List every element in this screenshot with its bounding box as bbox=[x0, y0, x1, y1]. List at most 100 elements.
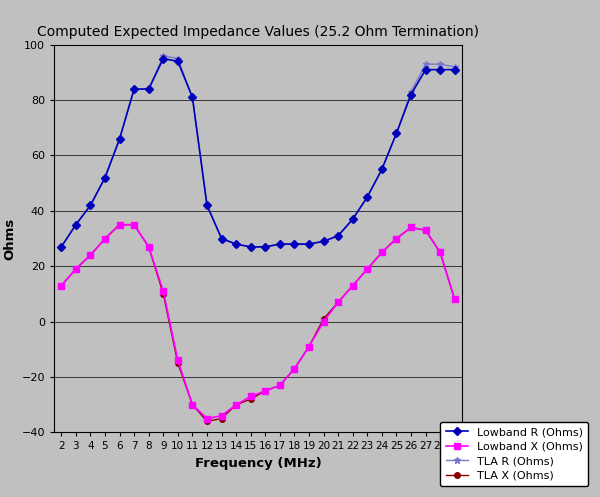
TLA X (Ohms) bbox=[276, 382, 283, 388]
Lowband R (Ohms) bbox=[233, 241, 240, 247]
Legend: Lowband R (Ohms), Lowband X (Ohms), TLA R (Ohms), TLA X (Ohms): Lowband R (Ohms), Lowband X (Ohms), TLA … bbox=[440, 421, 589, 487]
TLA R (Ohms) bbox=[87, 202, 94, 208]
Lowband R (Ohms) bbox=[189, 94, 196, 100]
Lowband X (Ohms) bbox=[335, 299, 342, 305]
TLA R (Ohms) bbox=[451, 64, 458, 70]
TLA X (Ohms) bbox=[233, 402, 240, 408]
TLA X (Ohms) bbox=[451, 297, 458, 303]
Lowband R (Ohms) bbox=[320, 239, 327, 245]
Lowband X (Ohms) bbox=[378, 249, 385, 255]
TLA X (Ohms) bbox=[407, 225, 415, 231]
Line: Lowband X (Ohms): Lowband X (Ohms) bbox=[59, 222, 457, 421]
Lowband R (Ohms) bbox=[58, 244, 65, 250]
Lowband R (Ohms) bbox=[101, 174, 109, 180]
TLA X (Ohms) bbox=[349, 283, 356, 289]
Lowband X (Ohms) bbox=[145, 244, 152, 250]
TLA R (Ohms) bbox=[58, 244, 65, 250]
TLA X (Ohms) bbox=[58, 283, 65, 289]
Lowband R (Ohms) bbox=[378, 166, 385, 172]
Lowband X (Ohms) bbox=[218, 413, 225, 419]
TLA R (Ohms) bbox=[174, 56, 181, 62]
TLA X (Ohms) bbox=[378, 249, 385, 255]
TLA R (Ohms) bbox=[131, 86, 138, 92]
Line: TLA R (Ohms): TLA R (Ohms) bbox=[58, 52, 458, 250]
TLA R (Ohms) bbox=[378, 166, 385, 172]
Lowband R (Ohms) bbox=[422, 67, 429, 73]
Lowband R (Ohms) bbox=[203, 202, 211, 208]
Lowband R (Ohms) bbox=[87, 202, 94, 208]
Lowband X (Ohms) bbox=[364, 266, 371, 272]
TLA R (Ohms) bbox=[437, 61, 444, 67]
TLA R (Ohms) bbox=[233, 241, 240, 247]
TLA R (Ohms) bbox=[145, 86, 152, 92]
Lowband X (Ohms) bbox=[58, 283, 65, 289]
Lowband R (Ohms) bbox=[364, 194, 371, 200]
TLA R (Ohms) bbox=[203, 202, 211, 208]
Lowband X (Ohms) bbox=[407, 225, 415, 231]
TLA R (Ohms) bbox=[160, 53, 167, 59]
Lowband R (Ohms) bbox=[291, 241, 298, 247]
TLA X (Ohms) bbox=[262, 388, 269, 394]
Lowband R (Ohms) bbox=[349, 216, 356, 222]
TLA X (Ohms) bbox=[320, 316, 327, 322]
TLA R (Ohms) bbox=[116, 136, 123, 142]
TLA X (Ohms) bbox=[145, 244, 152, 250]
TLA R (Ohms) bbox=[364, 194, 371, 200]
TLA X (Ohms) bbox=[116, 222, 123, 228]
TLA X (Ohms) bbox=[422, 227, 429, 233]
TLA X (Ohms) bbox=[87, 252, 94, 258]
X-axis label: Frequency (MHz): Frequency (MHz) bbox=[194, 457, 322, 470]
Lowband R (Ohms) bbox=[160, 56, 167, 62]
Lowband R (Ohms) bbox=[145, 86, 152, 92]
TLA X (Ohms) bbox=[203, 418, 211, 424]
Lowband X (Ohms) bbox=[320, 319, 327, 325]
TLA X (Ohms) bbox=[174, 360, 181, 366]
Lowband R (Ohms) bbox=[305, 241, 313, 247]
TLA R (Ohms) bbox=[305, 241, 313, 247]
TLA R (Ohms) bbox=[72, 222, 79, 228]
Y-axis label: Ohms: Ohms bbox=[3, 217, 16, 260]
TLA X (Ohms) bbox=[364, 266, 371, 272]
Lowband R (Ohms) bbox=[276, 241, 283, 247]
TLA R (Ohms) bbox=[393, 130, 400, 136]
Lowband X (Ohms) bbox=[233, 402, 240, 408]
TLA R (Ohms) bbox=[247, 244, 254, 250]
TLA R (Ohms) bbox=[349, 216, 356, 222]
Lowband X (Ohms) bbox=[101, 236, 109, 242]
Lowband R (Ohms) bbox=[218, 236, 225, 242]
Lowband X (Ohms) bbox=[393, 236, 400, 242]
Lowband R (Ohms) bbox=[335, 233, 342, 239]
Lowband R (Ohms) bbox=[262, 244, 269, 250]
TLA R (Ohms) bbox=[407, 89, 415, 95]
Lowband R (Ohms) bbox=[451, 67, 458, 73]
TLA X (Ohms) bbox=[291, 366, 298, 372]
TLA R (Ohms) bbox=[422, 61, 429, 67]
Lowband X (Ohms) bbox=[87, 252, 94, 258]
Lowband X (Ohms) bbox=[174, 357, 181, 363]
TLA X (Ohms) bbox=[247, 396, 254, 402]
Lowband R (Ohms) bbox=[131, 86, 138, 92]
Lowband X (Ohms) bbox=[451, 297, 458, 303]
Lowband R (Ohms) bbox=[437, 67, 444, 73]
Line: Lowband R (Ohms): Lowband R (Ohms) bbox=[59, 56, 457, 249]
Lowband X (Ohms) bbox=[189, 402, 196, 408]
Lowband X (Ohms) bbox=[203, 415, 211, 421]
TLA R (Ohms) bbox=[276, 241, 283, 247]
TLA R (Ohms) bbox=[189, 94, 196, 100]
TLA X (Ohms) bbox=[72, 266, 79, 272]
Lowband X (Ohms) bbox=[291, 366, 298, 372]
Lowband X (Ohms) bbox=[349, 283, 356, 289]
Lowband X (Ohms) bbox=[247, 394, 254, 400]
TLA X (Ohms) bbox=[160, 291, 167, 297]
TLA X (Ohms) bbox=[437, 249, 444, 255]
TLA R (Ohms) bbox=[291, 241, 298, 247]
Lowband X (Ohms) bbox=[422, 227, 429, 233]
TLA X (Ohms) bbox=[305, 343, 313, 349]
TLA X (Ohms) bbox=[189, 402, 196, 408]
TLA R (Ohms) bbox=[335, 233, 342, 239]
Line: TLA X (Ohms): TLA X (Ohms) bbox=[59, 222, 457, 424]
TLA X (Ohms) bbox=[218, 415, 225, 421]
Title: Computed Expected Impedance Values (25.2 Ohm Termination): Computed Expected Impedance Values (25.2… bbox=[37, 25, 479, 39]
Lowband R (Ohms) bbox=[407, 91, 415, 97]
Lowband R (Ohms) bbox=[72, 222, 79, 228]
